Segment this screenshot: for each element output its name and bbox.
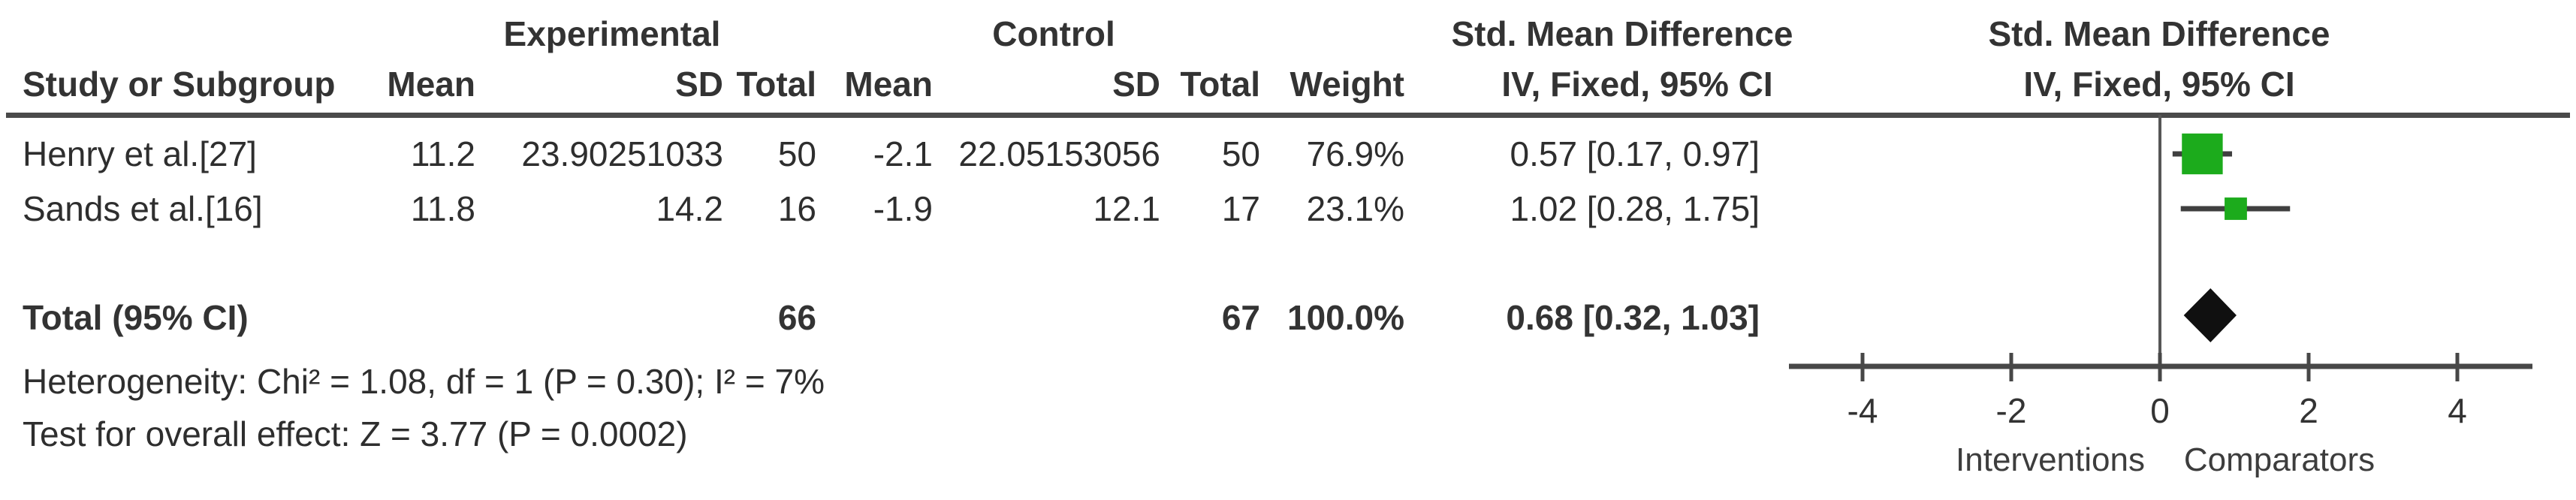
axis-tick-label: 0 xyxy=(2150,391,2170,430)
effect-square xyxy=(2225,197,2247,220)
sd-ctl: 22.05153056 xyxy=(958,134,1160,173)
heterogeneity-text: Heterogeneity: Chi² = 1.08, df = 1 (P = … xyxy=(23,362,825,401)
favours-right-label: Comparators xyxy=(2184,441,2375,478)
total-weight: 100.0% xyxy=(1286,298,1404,337)
ci-text: 1.02 [0.28, 1.75] xyxy=(1510,189,1760,228)
sd-ctl: 12.1 xyxy=(1093,189,1160,228)
pooled-diamond xyxy=(2183,288,2237,342)
total-ctl: 17 xyxy=(1221,189,1260,228)
col-header-ci-plot: IV, Fixed, 95% CI xyxy=(2023,65,2295,104)
sd-exp: 23.90251033 xyxy=(521,134,723,173)
col-header-mean-ctl: Mean xyxy=(844,65,933,104)
total-n-exp: 66 xyxy=(777,298,816,337)
mean-ctl: -1.9 xyxy=(873,189,933,228)
study-name: Henry et al.[27] xyxy=(23,134,257,173)
study-name: Sands et al.[16] xyxy=(23,189,263,228)
effect-square xyxy=(2182,133,2223,175)
favours-left-label: Interventions xyxy=(1956,441,2145,478)
total-ci-text: 0.68 [0.32, 1.03] xyxy=(1506,298,1760,337)
total-n-ctl: 67 xyxy=(1221,298,1260,337)
group-header-smd-column: Std. Mean Difference xyxy=(1451,14,1793,53)
group-header-control: Control xyxy=(992,14,1115,53)
col-header-ci-column: IV, Fixed, 95% CI xyxy=(1501,65,1773,104)
weight-value: 23.1% xyxy=(1306,189,1404,228)
header-rule xyxy=(6,113,2570,118)
col-header-total-exp: Total xyxy=(736,65,816,104)
col-header-sd-exp: SD xyxy=(675,65,723,104)
col-header-sd-ctl: SD xyxy=(1112,65,1160,104)
axis-tick-label: 2 xyxy=(2299,391,2318,430)
col-header-weight: Weight xyxy=(1290,65,1404,104)
col-header-study: Study or Subgroup xyxy=(23,65,336,104)
axis-tick-label: -2 xyxy=(1996,391,2027,430)
overall-effect-text: Test for overall effect: Z = 3.77 (P = 0… xyxy=(23,414,688,453)
mean-exp: 11.2 xyxy=(410,134,475,173)
total-ctl: 50 xyxy=(1221,134,1260,173)
total-exp: 50 xyxy=(777,134,816,173)
col-header-total-ctl: Total xyxy=(1180,65,1260,104)
total-exp: 16 xyxy=(777,189,816,228)
mean-exp: 11.8 xyxy=(410,189,475,228)
weight-value: 76.9% xyxy=(1306,134,1404,173)
group-header-smd-plot: Std. Mean Difference xyxy=(1988,14,2330,53)
ci-text: 0.57 [0.17, 0.97] xyxy=(1510,134,1760,173)
mean-ctl: -2.1 xyxy=(873,134,933,173)
total-label: Total (95% CI) xyxy=(23,298,249,337)
axis-tick-label: -4 xyxy=(1848,391,1878,430)
axis-tick-label: 4 xyxy=(2448,391,2467,430)
group-header-experimental: Experimental xyxy=(503,14,721,53)
col-header-mean-exp: Mean xyxy=(387,65,475,104)
sd-exp: 14.2 xyxy=(656,189,723,228)
